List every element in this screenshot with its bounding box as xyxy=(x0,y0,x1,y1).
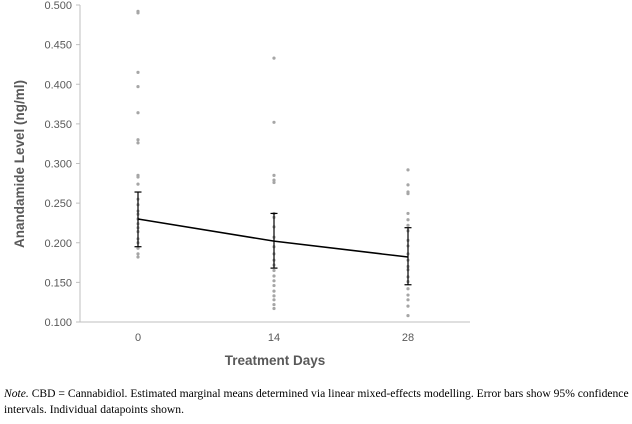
y-tick-label: 0.250 xyxy=(44,198,72,210)
datapoint xyxy=(406,211,410,216)
datapoint xyxy=(406,183,410,187)
datapoint xyxy=(272,268,276,273)
datapoint xyxy=(272,298,276,302)
individual-datapoints xyxy=(136,9,410,318)
datapoint xyxy=(272,279,276,283)
datapoint xyxy=(406,223,410,227)
x-tick-label: 28 xyxy=(402,332,414,344)
x-axis-label: Treatment Days xyxy=(225,353,326,368)
datapoint xyxy=(406,304,410,308)
datapoint xyxy=(136,175,140,179)
datapoint xyxy=(136,141,140,145)
datapoint xyxy=(272,274,276,278)
y-tick-label: 0.100 xyxy=(44,317,72,329)
datapoint xyxy=(406,293,410,297)
y-tick-label: 0.400 xyxy=(44,79,72,91)
datapoint xyxy=(136,138,140,142)
datapoint xyxy=(136,111,140,115)
anandamide-chart: 0.100 0.150 0.200 0.250 0.300 0.350 0.400 0.450… xyxy=(12,0,470,368)
datapoint xyxy=(136,182,140,186)
datapoint xyxy=(136,11,140,15)
datapoint xyxy=(272,294,276,298)
datapoint xyxy=(406,314,410,318)
datapoint xyxy=(406,298,410,302)
y-tick-label: 0.500 xyxy=(44,0,72,12)
datapoint xyxy=(272,283,276,288)
x-tick-label: 0 xyxy=(135,332,141,344)
y-tick-label: 0.300 xyxy=(44,159,72,171)
datapoint xyxy=(136,246,140,250)
y-axis: 0.100 0.150 0.200 0.250 0.300 0.350 0.400 0.450… xyxy=(44,0,81,329)
figure-note: Note. CBD = Cannabidiol. Estimated margi… xyxy=(4,386,630,418)
mean-series-line xyxy=(137,218,409,258)
datapoint xyxy=(272,178,276,182)
datapoint xyxy=(272,56,276,60)
x-axis: 0 14 28 xyxy=(80,321,470,344)
datapoint xyxy=(406,168,410,172)
datapoint xyxy=(136,85,140,89)
note-text: CBD = Cannabidiol. Estimated marginal me… xyxy=(4,387,629,416)
datapoint xyxy=(406,192,410,196)
y-tick-label: 0.350 xyxy=(44,119,72,131)
datapoint xyxy=(272,180,276,185)
datapoint xyxy=(272,302,276,307)
y-axis-label: Anandamide Level (ng/ml) xyxy=(12,80,27,248)
datapoint xyxy=(136,70,140,74)
y-tick-label: 0.450 xyxy=(44,40,72,52)
datapoint xyxy=(136,255,140,259)
y-tick-label: 0.200 xyxy=(44,238,72,250)
datapoint xyxy=(406,218,410,222)
datapoint xyxy=(406,287,410,291)
y-tick-label: 0.150 xyxy=(44,277,72,289)
datapoint xyxy=(272,120,276,124)
mean-line xyxy=(137,218,409,258)
datapoint xyxy=(272,173,276,177)
datapoint xyxy=(272,306,276,311)
note-label: Note. xyxy=(4,387,29,400)
datapoint xyxy=(136,252,140,256)
x-tick-label: 14 xyxy=(268,332,280,344)
datapoint xyxy=(272,289,276,293)
